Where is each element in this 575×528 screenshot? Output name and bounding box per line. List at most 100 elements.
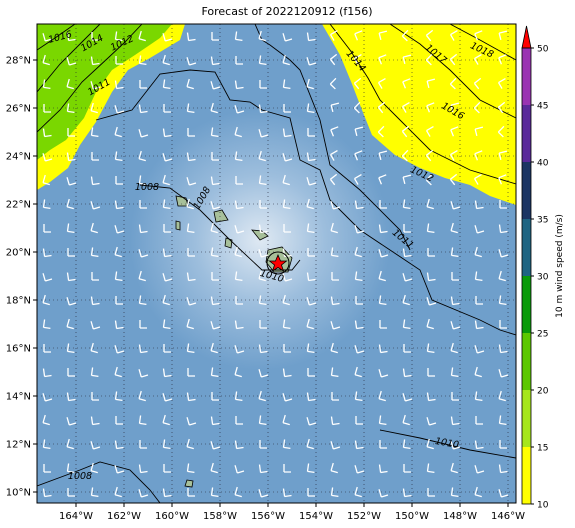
wind-barb bbox=[282, 273, 293, 282]
wind-barb bbox=[449, 173, 458, 186]
wind-barb bbox=[258, 55, 267, 66]
wind-barb bbox=[186, 78, 194, 90]
wind-region bbox=[37, 24, 90, 90]
y-tick-label: 24°N bbox=[6, 152, 31, 163]
wind-barb bbox=[114, 486, 122, 498]
wind-barb bbox=[474, 271, 483, 282]
wind-barb bbox=[450, 342, 458, 354]
wind-barb bbox=[234, 366, 242, 378]
wind-barb bbox=[473, 77, 482, 90]
wind-barb bbox=[139, 320, 147, 329]
wind-barb bbox=[306, 32, 316, 42]
wind-barb bbox=[402, 393, 413, 402]
wind-barb bbox=[474, 150, 483, 161]
wind-barb bbox=[377, 101, 386, 114]
wind-barb bbox=[186, 343, 195, 354]
wind-barb bbox=[162, 248, 172, 258]
wind-barb bbox=[234, 151, 243, 162]
wind-barb bbox=[354, 320, 364, 330]
wind-barb bbox=[283, 344, 291, 353]
wind-barb bbox=[115, 56, 123, 65]
wind-barb bbox=[163, 224, 171, 233]
wind-barb bbox=[425, 149, 434, 162]
y-tick-label: 10°N bbox=[6, 488, 31, 499]
colorbar-segment bbox=[522, 219, 531, 276]
wind-barb bbox=[66, 198, 74, 210]
wind-barb bbox=[450, 102, 460, 113]
wind-barb bbox=[330, 296, 340, 306]
wind-barb bbox=[475, 416, 483, 425]
wind-barb bbox=[210, 462, 218, 474]
wind-barb bbox=[187, 248, 195, 257]
wind-barb bbox=[42, 33, 53, 42]
colorbar-tick-label: 50 bbox=[537, 45, 549, 55]
wind-barb bbox=[187, 368, 195, 377]
wind-barb bbox=[210, 247, 219, 258]
wind-barb bbox=[402, 414, 410, 426]
wind-barb bbox=[162, 488, 172, 498]
wind-barb bbox=[474, 200, 484, 210]
wind-barb bbox=[330, 487, 339, 498]
colorbar-segment bbox=[522, 105, 531, 162]
isobar-label: 1010 bbox=[434, 436, 460, 451]
wind-barb bbox=[258, 489, 269, 498]
wind-barb bbox=[115, 416, 123, 425]
y-tick-label: 16°N bbox=[6, 344, 31, 355]
wind-barb bbox=[138, 104, 148, 114]
wind-barb bbox=[42, 488, 52, 498]
wind-barb bbox=[474, 246, 482, 258]
wind-barb bbox=[138, 489, 149, 498]
wind-barb bbox=[114, 246, 122, 258]
wind-barb bbox=[186, 223, 195, 234]
wind-barb bbox=[234, 80, 244, 90]
wind-barb bbox=[186, 177, 197, 186]
wind-barb bbox=[401, 149, 409, 162]
wind-barb bbox=[378, 270, 386, 282]
wind-barb bbox=[329, 149, 338, 161]
wind-barb bbox=[42, 54, 50, 66]
wind-barb bbox=[138, 415, 147, 426]
wind-barb bbox=[378, 344, 388, 354]
wind-barb bbox=[283, 464, 291, 473]
wind-barb bbox=[66, 78, 74, 90]
colorbar-tick-label: 30 bbox=[537, 273, 549, 283]
wind-barb bbox=[282, 294, 290, 306]
wind-barb bbox=[210, 102, 218, 114]
wind-region bbox=[322, 24, 516, 205]
wind-barb bbox=[115, 176, 123, 185]
wind-barb bbox=[211, 272, 219, 281]
wind-barb bbox=[258, 344, 268, 354]
wind-barb bbox=[114, 391, 123, 402]
wind-barb bbox=[354, 486, 362, 498]
wind-barb bbox=[378, 150, 388, 161]
wind-barb bbox=[66, 272, 76, 282]
wind-barb bbox=[498, 415, 507, 426]
wind-barb bbox=[114, 31, 123, 42]
wind-barb bbox=[378, 174, 387, 185]
wind-barb bbox=[114, 440, 124, 450]
wind-barb bbox=[306, 463, 315, 474]
x-tick-label: 148°W bbox=[443, 511, 477, 522]
wind-barb bbox=[114, 80, 124, 90]
wind-barb bbox=[474, 345, 485, 354]
wind-barb bbox=[498, 295, 507, 306]
wind-barb bbox=[378, 54, 387, 65]
wind-barb bbox=[282, 393, 293, 402]
x-tick-label: 164°W bbox=[59, 511, 93, 522]
wind-barb bbox=[162, 439, 171, 450]
wind-barb bbox=[210, 81, 221, 90]
wind-barb bbox=[378, 295, 387, 306]
wind-barb bbox=[330, 462, 338, 474]
storm-marker bbox=[268, 253, 288, 272]
wind-barb bbox=[186, 57, 197, 66]
wind-barb bbox=[42, 79, 51, 90]
wind-barb bbox=[498, 54, 507, 65]
wind-barb bbox=[282, 54, 290, 66]
colorbar-segment bbox=[522, 48, 531, 105]
colorbar-segment bbox=[522, 333, 531, 390]
wind-barb bbox=[163, 344, 171, 353]
colorbar-tick-label: 45 bbox=[537, 102, 548, 112]
wind-barb bbox=[162, 414, 170, 426]
wind-barb bbox=[210, 176, 220, 186]
wind-barb bbox=[90, 321, 101, 330]
